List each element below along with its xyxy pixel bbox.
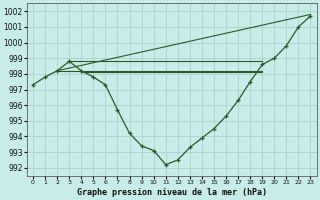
X-axis label: Graphe pression niveau de la mer (hPa): Graphe pression niveau de la mer (hPa) [77,188,267,197]
